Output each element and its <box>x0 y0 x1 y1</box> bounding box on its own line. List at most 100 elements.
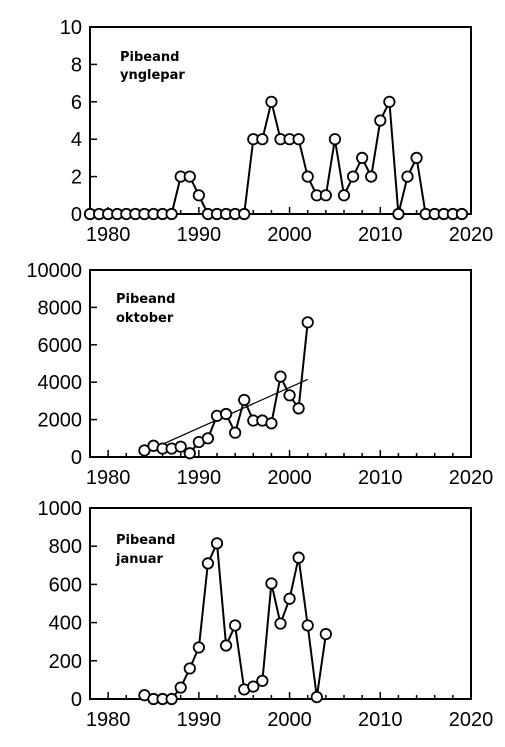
data-point <box>201 432 215 445</box>
data-point <box>455 207 469 221</box>
data-point <box>174 440 187 453</box>
y-tick-label: 2000 <box>38 410 83 432</box>
x-tick-label: 2020 <box>449 709 494 731</box>
y-tick-label: 800 <box>49 536 82 558</box>
data-point <box>292 133 305 146</box>
x-tick-label: 2020 <box>449 467 494 489</box>
data-point <box>229 619 242 632</box>
data-point <box>292 551 305 564</box>
x-tick-label: 1990 <box>177 709 222 731</box>
data-point <box>346 170 360 183</box>
y-tick-label: 4 <box>71 129 82 151</box>
data-point <box>292 402 305 415</box>
x-tick-label: 2020 <box>449 224 494 246</box>
axes-ynglepar: 0 2 4 6 8 10 1980 1990 2000 2010 2020 <box>60 17 494 246</box>
data-point <box>274 617 287 630</box>
x-tick-label: 1990 <box>177 224 222 246</box>
data-point <box>265 577 278 590</box>
data-point <box>192 189 205 202</box>
data-point <box>392 207 405 221</box>
data-point <box>365 170 378 183</box>
data-point <box>410 151 423 164</box>
y-tick-label: 0 <box>71 447 82 469</box>
data-point <box>238 393 251 407</box>
data-point <box>256 133 269 146</box>
x-tick-label: 2010 <box>358 467 403 489</box>
x-tick-label: 1980 <box>86 467 131 489</box>
data-point <box>356 151 369 164</box>
x-tick-label: 2010 <box>358 224 403 246</box>
x-tick-label: 2000 <box>267 224 312 246</box>
panel-label-line-2: oktober <box>116 311 174 326</box>
data-point <box>256 674 269 687</box>
data-point <box>301 170 314 183</box>
y-tick-label: 0 <box>71 204 82 226</box>
x-tick-label: 2010 <box>358 709 403 731</box>
data-point <box>283 389 296 402</box>
plot-area-frame <box>89 507 472 700</box>
data-point <box>247 680 260 693</box>
data-point <box>265 417 278 430</box>
data-point <box>383 95 396 108</box>
y-tick-label: 6 <box>71 92 82 114</box>
marks-januar <box>138 537 332 706</box>
x-tick-label: 1980 <box>86 709 131 731</box>
chart-panel-ynglepar: 0 2 4 6 8 10 1980 1990 2000 2010 2020 Pibeand yngle… <box>60 17 494 246</box>
panel-label-line-1: Pibeand <box>116 292 175 307</box>
x-tick-label: 1980 <box>86 224 131 246</box>
data-point <box>219 407 233 421</box>
y-tick-label: 1000 <box>38 498 83 520</box>
data-point <box>301 619 314 632</box>
data-point <box>274 370 287 383</box>
axes-januar: 0 200 400 600 800 1000 1980 1990 2000 2010 2020 <box>38 498 494 731</box>
y-tick-label: 8 <box>71 54 82 76</box>
chart-panel-oktober: 0 2000 4000 6000 8000 10000 1980 1990 2000 2010 20… <box>26 260 493 489</box>
series-line <box>90 98 462 215</box>
panel-label-line-1: Pibeand <box>116 533 175 548</box>
marks-ynglepar <box>83 95 469 221</box>
y-tick-label: 4000 <box>38 372 83 394</box>
data-point <box>328 133 342 146</box>
y-tick-label: 2 <box>71 167 82 189</box>
data-point <box>165 692 178 706</box>
axes-oktober: 0 2000 4000 6000 8000 10000 1980 1990 2000 2010 20… <box>26 260 493 489</box>
data-point <box>183 447 196 460</box>
data-point <box>210 537 224 550</box>
y-tick-label: 0 <box>71 689 82 711</box>
x-tick-label: 1990 <box>177 467 222 489</box>
data-point <box>319 627 332 641</box>
chart-panel-januar: 0 200 400 600 800 1000 1980 1990 2000 2010 2020 Pi… <box>38 498 494 731</box>
x-tick-label: 2000 <box>267 709 312 731</box>
panel-label-line-2: januar <box>115 552 164 567</box>
plot-area-frame <box>89 269 472 458</box>
plot-area-frame <box>89 26 472 215</box>
data-point <box>337 189 351 202</box>
data-point <box>319 189 332 202</box>
y-tick-label: 400 <box>49 613 82 635</box>
x-tick-label: 2000 <box>267 467 312 489</box>
panel-label-line-1: Pibeand <box>120 50 179 65</box>
y-tick-label: 200 <box>49 651 82 673</box>
data-point <box>183 662 196 675</box>
data-point <box>165 207 178 221</box>
data-point <box>174 681 187 694</box>
data-point <box>219 639 233 652</box>
y-tick-label: 10000 <box>26 260 82 282</box>
series-line <box>143 322 309 455</box>
y-tick-label: 8000 <box>38 297 83 319</box>
data-point <box>201 557 215 570</box>
data-point <box>283 592 296 605</box>
y-tick-label: 6000 <box>38 335 83 357</box>
data-point <box>301 316 314 329</box>
y-tick-label: 10 <box>60 17 82 39</box>
marks-oktober <box>138 316 314 460</box>
data-point <box>374 114 387 127</box>
data-point <box>265 95 278 108</box>
y-tick-label: 600 <box>49 574 82 596</box>
data-point <box>192 641 205 654</box>
data-point <box>310 690 323 704</box>
data-point <box>183 170 196 183</box>
panel-label-line-2: ynglepar <box>120 68 185 83</box>
data-point <box>401 170 414 183</box>
